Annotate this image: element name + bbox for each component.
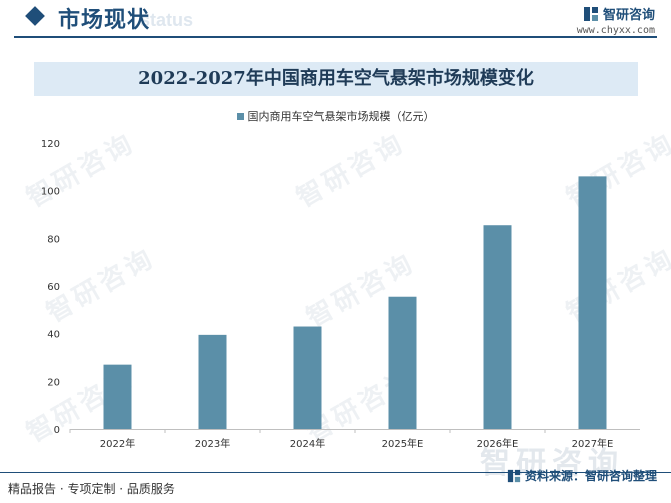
x-tick-label: 2022年: [100, 437, 135, 450]
x-tick-label: 2025年E: [382, 437, 424, 450]
bar: [483, 225, 512, 429]
footer-watermark: 智研咨询: [480, 446, 624, 481]
bar: [388, 296, 417, 429]
bar: [103, 364, 132, 429]
section-ghost-text: status: [140, 10, 194, 30]
brand-url: www.chyxx.com: [576, 25, 655, 36]
y-tick-label: 60: [47, 282, 60, 293]
chart-title: 2022-2027年中国商用车空气悬架市场规模变化: [138, 68, 534, 89]
y-tick-label: 40: [47, 330, 60, 341]
y-tick-label: 120: [41, 139, 60, 150]
legend-swatch: [236, 112, 244, 120]
brand-logo-icon: [583, 6, 598, 21]
x-tick-label: 2026年E: [477, 437, 519, 450]
chart-legend: 国内商用车空气悬架市场规模（亿元）: [0, 108, 671, 124]
y-tick-label: 20: [47, 377, 60, 388]
x-tick-label: 2023年: [195, 437, 230, 450]
footer-divider: [0, 472, 671, 473]
source-logo-icon: [507, 469, 521, 482]
footer-tagline: 精品报告 · 专项定制 · 品质服务: [8, 482, 175, 496]
y-tick-label: 80: [47, 234, 60, 245]
brand-name: 智研咨询: [602, 8, 655, 23]
footer-source: 资料来源：智研咨询整理: [507, 467, 657, 484]
section-title: 市场现状: [58, 8, 151, 33]
legend-label: 国内商用车空气悬架市场规模（亿元）: [247, 110, 435, 123]
header-divider: [14, 36, 657, 38]
bar: [578, 176, 607, 429]
brand-block: 智研咨询 www.chyxx.com: [577, 4, 655, 36]
x-tick-label: 2027年E: [572, 437, 614, 450]
bar: [293, 326, 322, 429]
page-header: status 市场现状 智研咨询 www.chyxx.com: [0, 0, 671, 40]
source-text: 资料来源：智研咨询整理: [524, 469, 657, 483]
bar: [198, 334, 227, 429]
y-tick-label: 0: [54, 425, 60, 436]
y-tick-label: 100: [41, 187, 60, 198]
x-tick-label: 2024年: [290, 437, 325, 450]
chart-title-band: 2022-2027年中国商用车空气悬架市场规模变化: [34, 62, 638, 96]
